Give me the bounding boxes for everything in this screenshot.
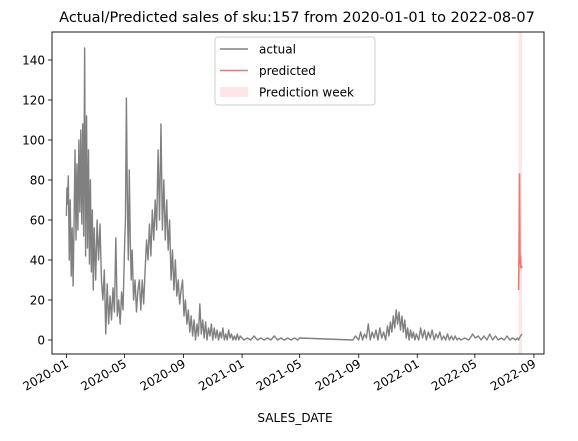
x-tick-label: 2020-01 [20, 356, 70, 393]
legend-label: predicted [259, 64, 316, 78]
x-axis-label: SALES_DATE [257, 411, 332, 425]
x-tick-label: 2022-01 [371, 356, 421, 393]
x-tick-label: 2020-09 [138, 356, 188, 393]
x-tick-label: 2021-01 [196, 356, 246, 393]
x-tick-label: 2020-05 [79, 356, 129, 393]
series-predicted-line [517, 173, 523, 291]
legend-label: Prediction week [259, 86, 354, 100]
x-tick-label: 2021-09 [313, 356, 363, 393]
y-tick-label: 20 [30, 294, 45, 308]
y-tick-label: 120 [22, 94, 45, 108]
legend-prediction-week-swatch [220, 87, 248, 97]
y-axis: 0 20 40 60 80 100 120 140 [22, 54, 52, 348]
x-tick-label: 2022-05 [429, 356, 479, 393]
legend: actual predicted Prediction week [214, 36, 376, 106]
legend-label: actual [259, 43, 296, 57]
series-actual-line [65, 47, 523, 341]
y-tick-label: 140 [22, 54, 45, 68]
y-tick-label: 60 [30, 214, 45, 228]
legend-box [214, 36, 376, 106]
x-tick-label: 2021-05 [254, 356, 304, 393]
plot-frame [51, 31, 545, 355]
y-tick-label: 0 [37, 334, 45, 348]
chart-title: Actual/Predicted sales of sku:157 from 2… [59, 10, 535, 26]
y-tick-label: 40 [30, 254, 45, 268]
series-layer [65, 47, 523, 341]
y-tick-label: 100 [22, 134, 45, 148]
x-axis: 2020-01 2020-05 2020-09 2021-01 2021-05 2021-… [20, 354, 538, 394]
x-tick-label: 2022-09 [488, 356, 538, 393]
y-tick-label: 80 [30, 174, 45, 188]
